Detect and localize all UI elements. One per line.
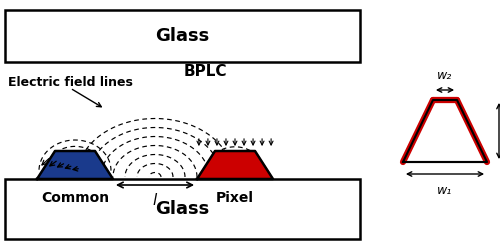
Text: Electric field lines: Electric field lines xyxy=(8,75,133,89)
Text: BPLC: BPLC xyxy=(183,64,226,80)
Text: l: l xyxy=(153,193,157,208)
Text: Glass: Glass xyxy=(156,27,210,45)
Bar xyxy=(5,179,360,239)
Polygon shape xyxy=(37,151,113,179)
Polygon shape xyxy=(197,151,273,179)
Text: w₁: w₁ xyxy=(438,184,452,197)
Text: Pixel: Pixel xyxy=(216,191,254,205)
Text: Common: Common xyxy=(41,191,109,205)
Bar xyxy=(5,10,360,62)
Text: w₂: w₂ xyxy=(438,69,452,82)
Text: Glass: Glass xyxy=(156,200,210,218)
